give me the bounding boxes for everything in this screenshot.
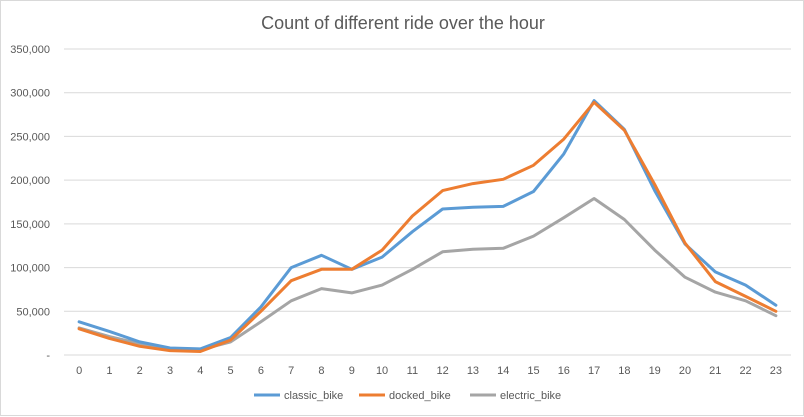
y-tick-label: 300,000 bbox=[10, 88, 50, 100]
series-line-docked-bike bbox=[77, 100, 778, 353]
legend: classic_bike docked_bike electric_bike bbox=[254, 390, 561, 402]
x-tick-label: 4 bbox=[197, 365, 203, 377]
x-tick-label: 23 bbox=[770, 365, 782, 377]
series-layer bbox=[77, 99, 778, 353]
x-tick-label: 5 bbox=[228, 365, 234, 377]
x-tick-label: 7 bbox=[288, 365, 294, 377]
y-axis-ticks: - 50,000 100,000 150,000 200,000 250,000 300,0… bbox=[10, 44, 50, 362]
x-tick-label: 21 bbox=[709, 365, 721, 377]
y-tick-label: 250,000 bbox=[10, 131, 50, 143]
x-tick-label: 19 bbox=[649, 365, 661, 377]
x-tick-label: 20 bbox=[679, 365, 691, 377]
y-tick-label: 50,000 bbox=[16, 306, 50, 318]
x-tick-label: 16 bbox=[558, 365, 570, 377]
x-axis-ticks: 0 1 2 3 4 5 6 7 8 9 10 11 12 13 14 15 16 17 18 19 20 21 22 23 bbox=[76, 365, 782, 377]
grid-layer bbox=[64, 48, 791, 356]
x-tick-label: 0 bbox=[76, 365, 82, 377]
y-tick-label: 150,000 bbox=[10, 219, 50, 231]
x-tick-label: 22 bbox=[739, 365, 751, 377]
x-tick-label: 17 bbox=[588, 365, 600, 377]
legend-label: docked_bike bbox=[389, 390, 451, 402]
x-tick-label: 3 bbox=[167, 365, 173, 377]
y-tick-label: - bbox=[46, 350, 50, 362]
series-line-classic-bike bbox=[77, 99, 778, 351]
y-tick-label: 100,000 bbox=[10, 263, 50, 275]
x-tick-label: 15 bbox=[527, 365, 539, 377]
legend-label: classic_bike bbox=[284, 390, 343, 402]
x-tick-label: 14 bbox=[497, 365, 509, 377]
y-tick-label: 200,000 bbox=[10, 175, 50, 187]
y-tick-label: 350,000 bbox=[10, 44, 50, 56]
x-tick-label: 2 bbox=[137, 365, 143, 377]
x-tick-label: 9 bbox=[349, 365, 355, 377]
x-tick-label: 18 bbox=[618, 365, 630, 377]
x-tick-label: 12 bbox=[437, 365, 449, 377]
x-tick-label: 13 bbox=[467, 365, 479, 377]
x-tick-label: 8 bbox=[318, 365, 324, 377]
x-tick-label: 11 bbox=[407, 365, 418, 377]
x-tick-label: 1 bbox=[106, 365, 112, 377]
x-tick-label: 6 bbox=[258, 365, 264, 377]
x-tick-label: 10 bbox=[376, 365, 388, 377]
chart-title: Count of different ride over the hour bbox=[261, 13, 545, 33]
legend-label: electric_bike bbox=[500, 390, 561, 402]
